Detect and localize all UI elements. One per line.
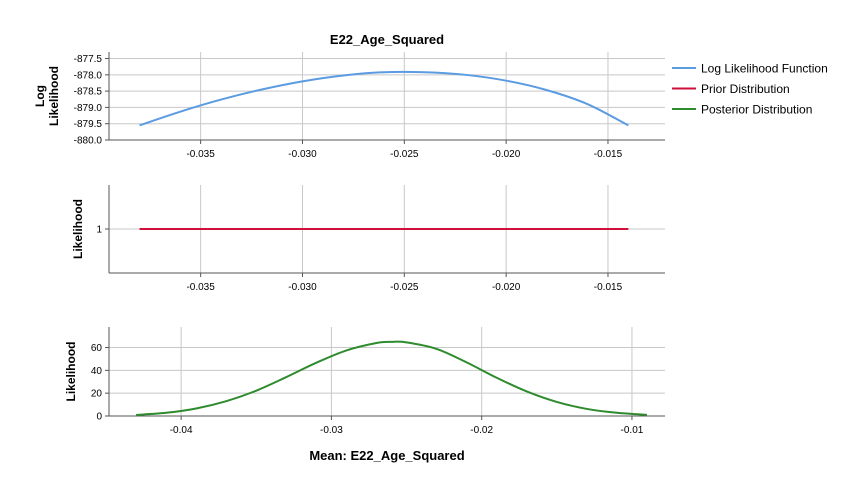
legend-item-2: Prior Distribution [672,82,790,96]
x-axis-title: Mean: E22_Age_Squared [309,448,464,463]
panel-2-xtick-label-2: -0.025 [390,282,419,293]
panel-3-ytick-label-3: 60 [91,343,103,354]
panel-3: -0.04 -0.03 -0.02 -0.01 0 20 40 60 Likelihood [64,327,665,436]
panel-2-xtick-label-3: -0.020 [492,282,521,293]
panel-2-ytick-label-0: 1 [96,225,102,236]
legend-label-1: Log Likelihood Function [701,62,828,76]
panel-2-xtick-label-4: -0.015 [594,282,623,293]
panel-3-xtick-label-1: -0.03 [320,425,343,436]
panel-3-ylabel-0: Likelihood [64,342,78,402]
panel-2-xtick-label-0: -0.035 [186,282,215,293]
panel-1-ytick-label-4: -878.0 [74,70,103,81]
panel-1-xtick-label-3: -0.020 [492,149,521,160]
panel-2-xtick-label-1: -0.030 [288,282,317,293]
panel-1-series-line [139,70,629,127]
legend-item-1: Log Likelihood Function [672,62,828,76]
panel-1-ylabel-0: Log [33,85,47,107]
panel-1-ytick-label-5: -877.5 [74,54,103,65]
legend-label-2: Prior Distribution [701,82,790,96]
panel-1-ytick-label-2: -879.0 [74,103,103,114]
panel-2-ylabel-0: Likelihood [71,199,85,259]
panel-1-ylabel-1: Likelihood [47,66,61,126]
panel-3-xtick-label-3: -0.01 [621,425,644,436]
legend-item-3: Posterior Distribution [672,103,812,117]
chart-panels: -0.035 -0.030 -0.025 -0.020 -0.015-880.0-879… [33,52,665,436]
panel-3-xtick-label-0: -0.04 [170,425,193,436]
panel-1-xtick-label-2: -0.025 [390,149,419,160]
panel-1-ytick-label-1: -879.5 [74,119,103,130]
panel-1-xtick-label-0: -0.035 [186,149,215,160]
chart-title: E22_Age_Squared [330,32,444,47]
panel-1-xtick-label-4: -0.015 [594,149,623,160]
panel-3-series-line [135,340,648,416]
panel-1-ytick-label-0: -880.0 [74,136,103,147]
legend-label-3: Posterior Distribution [701,103,812,117]
panel-3-ytick-label-0: 0 [96,412,102,423]
panel-2: -0.035 -0.030 -0.025 -0.020 -0.015 1 Likelihoo… [71,185,665,293]
panel-1-xtick-label-1: -0.030 [288,149,317,160]
panel-1: -0.035 -0.030 -0.025 -0.020 -0.015 -880.0 -879… [33,52,665,160]
panel-3-ytick-label-2: 40 [91,366,103,377]
panel-3-xtick-label-2: -0.02 [470,425,493,436]
panel-1-ytick-label-3: -878.5 [74,87,103,98]
legend: Log Likelihood Function Prior Distributio… [672,62,828,117]
panel-3-ytick-label-1: 20 [91,389,103,400]
